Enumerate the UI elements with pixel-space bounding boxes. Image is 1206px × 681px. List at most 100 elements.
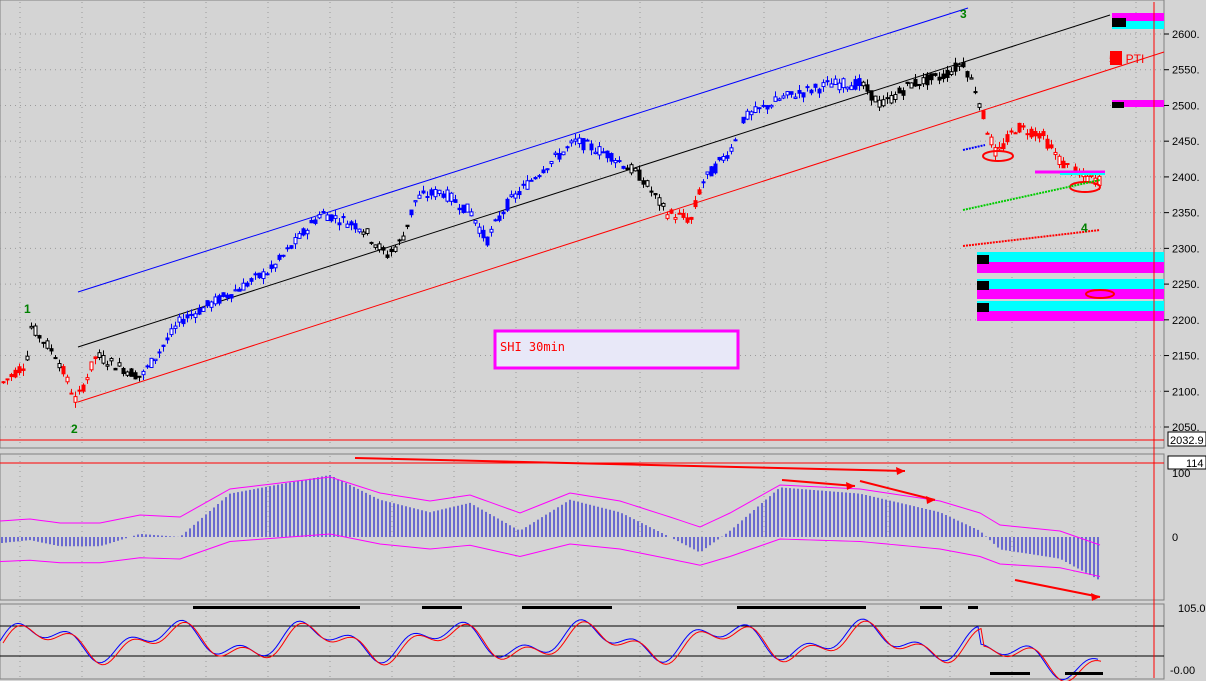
stoch-signal-bar [990,672,1030,675]
candle-body [805,86,810,89]
candle-body [809,89,814,94]
y-tick-label: 2600. [1172,29,1200,41]
divergence-arrow [859,480,936,501]
candle-body [481,229,486,239]
candle-body [305,229,310,235]
candle-body [797,89,802,94]
projection-blue [962,144,986,151]
candle-body [937,76,942,81]
candle-body [345,223,350,228]
candle-body [925,74,930,86]
projection-bar [977,279,1164,289]
stochastic-panel [0,603,1165,680]
candle-body [73,396,78,403]
arrow-head [896,467,905,475]
candle-body [77,389,82,392]
candle-body [557,153,562,160]
y-tick-label: 2250. [1172,279,1200,291]
candle-body [457,207,462,211]
candle-body [45,340,50,349]
candle-body [9,374,14,378]
candle-body [573,138,578,142]
stoch-d-line [2,620,1102,681]
candle-body [741,116,746,124]
pti-label: 53 PTI [1109,52,1144,66]
candle-body [721,155,726,161]
candle-body [777,98,782,101]
candle-body [209,301,214,308]
candle-body [705,171,710,175]
candle-body [97,352,102,358]
candle-body [1005,134,1010,143]
candle-body [261,271,266,280]
candle-body [25,355,30,361]
candle-body [357,228,362,233]
candle-body [945,69,950,78]
candle-body [1029,128,1034,138]
candle-body [881,99,886,107]
candle-body [225,294,230,299]
candle-body [197,307,202,315]
channel-upper [77,7,969,293]
oscillator-series [0,462,1164,580]
candle-body [965,71,970,78]
candle-body [81,384,86,392]
candle-body [237,288,242,292]
candle-body [417,194,422,199]
stoch-signal-bar [737,606,866,609]
candle-body [981,110,986,120]
candle-body [93,356,98,360]
candle-body [849,85,854,91]
candle-body [377,243,382,251]
candle-body [497,215,502,221]
target-ellipse [982,150,1014,162]
price-panel [0,0,1165,449]
candle-body [337,222,342,226]
candle-body [569,140,574,144]
channel-mid [77,14,1111,348]
candle-body [489,228,494,233]
candle-body [669,209,674,214]
osc-max-box [1167,455,1206,470]
projection-bar [977,301,1164,311]
candle-body [429,189,434,196]
candle-body [265,273,270,276]
projection-bar [1112,21,1164,29]
candle-body [713,163,718,174]
candle-body [437,189,442,195]
candle-body [845,86,850,90]
candle-body [245,282,250,287]
candle-body [353,223,358,230]
y-tick-label: 2550. [1172,65,1200,77]
candle-body [273,263,278,269]
candle-body [985,132,990,135]
candle-body [257,272,262,279]
candle-body [653,193,658,196]
candle-body [249,278,254,282]
candle-body [521,183,526,186]
candle-body [465,203,470,213]
wave-label-3: 3 [960,7,967,21]
candle-body [153,358,158,362]
candle-body [1041,131,1046,137]
candle-body [629,164,634,174]
candle-body [477,226,482,234]
candle-body [661,202,666,207]
candle-body [121,367,126,375]
candle-body [745,110,750,120]
candle-body [589,143,594,151]
candle-body [701,181,706,184]
candle-body [349,221,354,226]
candle-body [177,316,182,323]
candle-body [461,204,466,214]
stoch-k-line [0,618,1099,681]
candle-body [269,264,274,269]
candle-body [181,318,186,325]
target-ellipse [1085,289,1115,299]
projection-marker [977,303,989,312]
candle-body [369,241,374,244]
candle-body [385,254,390,258]
candle-body [601,151,606,154]
